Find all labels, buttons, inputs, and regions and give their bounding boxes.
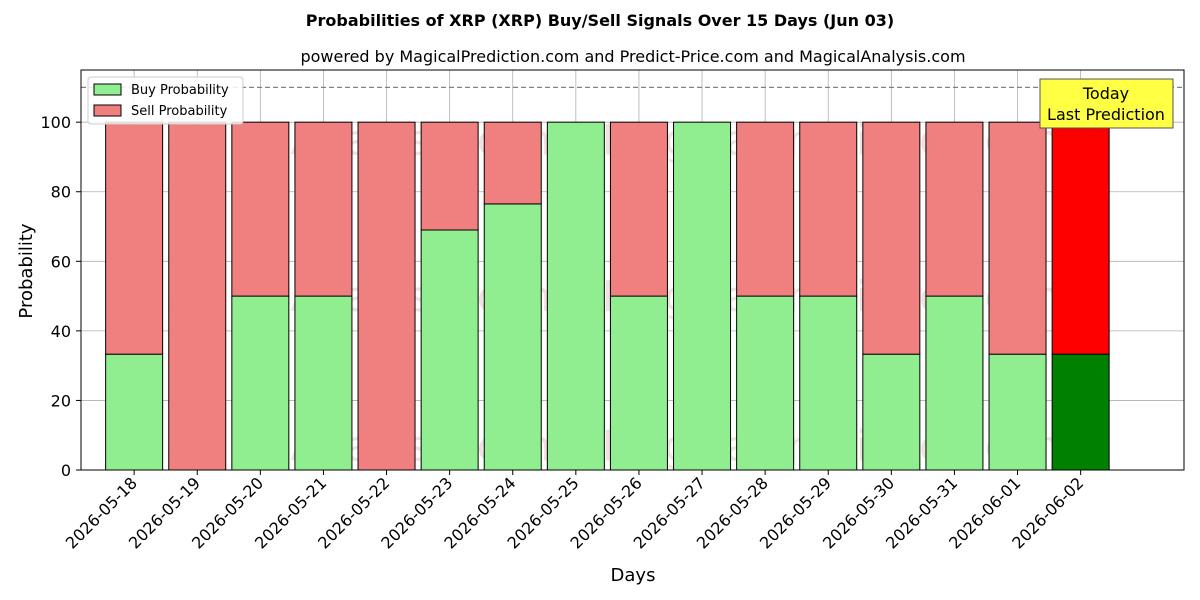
sell-bar bbox=[168, 121, 227, 471]
legend: Buy Probability Sell Probability bbox=[87, 76, 244, 125]
sell-bar bbox=[294, 121, 353, 297]
legend-box bbox=[87, 76, 244, 125]
x-axis-label: Days bbox=[611, 565, 656, 586]
sell-bar bbox=[862, 121, 921, 355]
buy-bar bbox=[988, 353, 1047, 471]
sell-bar bbox=[1051, 121, 1110, 355]
sell-bar bbox=[483, 121, 542, 205]
chart-title: Probabilities of XRP (XRP) Buy/Sell Sign… bbox=[306, 11, 894, 30]
sell-bar bbox=[799, 121, 858, 297]
y-tick-label: 100 bbox=[40, 113, 71, 132]
annotation-line1: Today bbox=[1082, 84, 1129, 103]
buy-bar bbox=[420, 229, 479, 471]
annotation-box bbox=[1039, 78, 1174, 129]
y-tick-label: 80 bbox=[51, 183, 71, 202]
annotation-line2: Last Prediction bbox=[1047, 105, 1165, 124]
y-tick-label: 60 bbox=[51, 252, 71, 271]
chart-subtitle: powered by MagicalPrediction.com and Pre… bbox=[300, 47, 965, 66]
legend-swatch bbox=[93, 104, 122, 117]
buy-bar bbox=[799, 295, 858, 471]
buy-bar bbox=[483, 203, 542, 471]
sell-bar bbox=[231, 121, 290, 297]
buy-bar bbox=[673, 121, 732, 471]
y-tick-label: 0 bbox=[61, 461, 71, 480]
buy-bar bbox=[231, 295, 290, 471]
buy-bar bbox=[736, 295, 795, 471]
annotation: Today Last Prediction bbox=[1039, 78, 1174, 129]
y-tick-label: 20 bbox=[51, 391, 71, 410]
sell-bar bbox=[609, 121, 668, 297]
buy-bar bbox=[862, 353, 921, 471]
legend-label: Sell Probability bbox=[131, 104, 228, 119]
buy-bar bbox=[546, 121, 605, 471]
sell-bar bbox=[736, 121, 795, 297]
sell-bar bbox=[105, 121, 164, 355]
plot-frame bbox=[80, 69, 1185, 471]
buy-bar bbox=[294, 295, 353, 471]
buy-bar bbox=[609, 295, 668, 471]
sell-bar bbox=[988, 121, 1047, 355]
buy-bar bbox=[925, 295, 984, 471]
bar-layer bbox=[81, 86, 1184, 471]
buy-bar bbox=[1051, 353, 1110, 471]
y-tick-label: 40 bbox=[51, 322, 71, 341]
buy-bar bbox=[105, 353, 164, 471]
y-axis-label: Probability bbox=[16, 223, 37, 318]
legend-label: Buy Probability bbox=[131, 83, 229, 98]
sell-bar bbox=[357, 121, 416, 471]
sell-bar bbox=[420, 121, 479, 231]
sell-bar bbox=[925, 121, 984, 297]
legend-swatch bbox=[93, 83, 122, 96]
